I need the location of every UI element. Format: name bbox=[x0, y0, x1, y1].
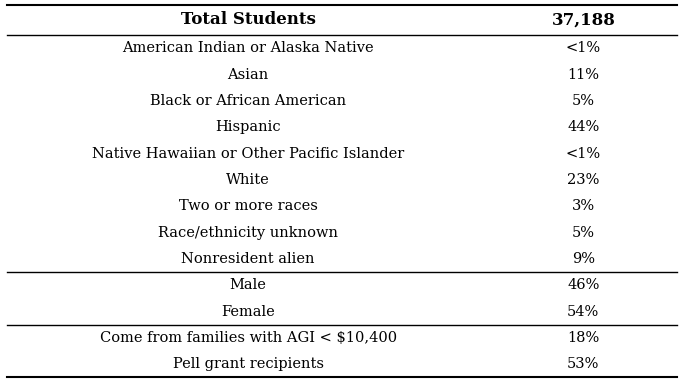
Text: 54%: 54% bbox=[567, 304, 599, 319]
Text: 23%: 23% bbox=[567, 173, 599, 187]
Text: 5%: 5% bbox=[572, 226, 595, 240]
Text: 18%: 18% bbox=[567, 331, 599, 345]
Text: Nonresident alien: Nonresident alien bbox=[181, 252, 315, 266]
Text: 53%: 53% bbox=[567, 357, 599, 371]
Text: White: White bbox=[226, 173, 270, 187]
Text: Native Hawaiian or Other Pacific Islander: Native Hawaiian or Other Pacific Islande… bbox=[92, 147, 404, 160]
Text: Race/ethnicity unknown: Race/ethnicity unknown bbox=[158, 226, 338, 240]
Text: Come from families with AGI < $10,400: Come from families with AGI < $10,400 bbox=[100, 331, 397, 345]
Text: 11%: 11% bbox=[567, 68, 599, 82]
Text: 3%: 3% bbox=[572, 199, 595, 213]
Text: <1%: <1% bbox=[566, 41, 601, 55]
Text: Pell grant recipients: Pell grant recipients bbox=[172, 357, 324, 371]
Text: Hispanic: Hispanic bbox=[215, 120, 281, 134]
Text: Female: Female bbox=[222, 304, 275, 319]
Text: 37,188: 37,188 bbox=[551, 11, 615, 28]
Text: 46%: 46% bbox=[567, 278, 599, 292]
Text: Black or African American: Black or African American bbox=[150, 94, 346, 108]
Text: 9%: 9% bbox=[572, 252, 595, 266]
Text: Two or more races: Two or more races bbox=[179, 199, 317, 213]
Text: Male: Male bbox=[230, 278, 267, 292]
Text: American Indian or Alaska Native: American Indian or Alaska Native bbox=[122, 41, 374, 55]
Text: 44%: 44% bbox=[567, 120, 599, 134]
Text: 5%: 5% bbox=[572, 94, 595, 108]
Text: <1%: <1% bbox=[566, 147, 601, 160]
Text: Total Students: Total Students bbox=[181, 11, 315, 28]
Text: Asian: Asian bbox=[228, 68, 269, 82]
